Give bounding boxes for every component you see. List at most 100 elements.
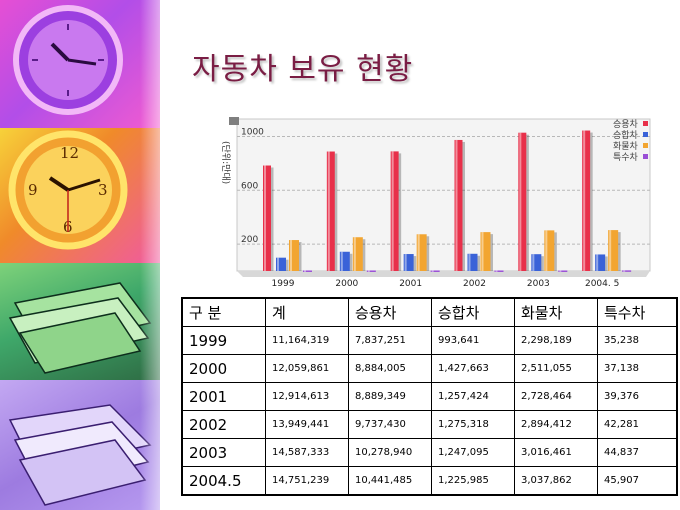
table-header-row: 구 분 계 승용차 승합차 화물차 특수차	[181, 297, 678, 327]
bar-highlight	[277, 257, 279, 271]
x-tick-label: 1999	[272, 279, 295, 289]
table-cell: 14,751,239	[265, 466, 349, 496]
bar-shade	[426, 236, 430, 271]
x-tick-label: 2003	[527, 279, 550, 289]
table-cell: 1,225,985	[431, 466, 515, 496]
table-row: 2003 14,587,333 10,278,940 1,247,095 3,016,4…	[181, 438, 678, 467]
table-cell: 1,427,663	[431, 354, 515, 383]
bar-shade	[334, 153, 338, 271]
bar-3	[366, 270, 376, 272]
svg-text:3: 3	[98, 181, 108, 199]
bar-shade	[286, 259, 289, 271]
chart-corner-marker	[229, 117, 239, 125]
legend-label: 승용차	[613, 118, 639, 130]
table-cell: 12,059,861	[265, 354, 349, 383]
legend-swatch	[643, 132, 648, 137]
bar-highlight	[455, 139, 458, 271]
clock-image-orange: 123 69	[0, 128, 160, 263]
header-total: 계	[265, 297, 349, 327]
row-year-cell: 2000	[181, 354, 266, 383]
bar-1	[531, 254, 542, 271]
bar-highlight	[327, 151, 330, 271]
bar-highlight	[596, 254, 599, 271]
bar-0	[454, 139, 463, 271]
bar-highlight	[559, 270, 562, 272]
bar-2	[352, 237, 363, 271]
header-category: 구 분	[181, 297, 266, 327]
table-row: 2004.5 14,751,239 10,441,485 1,225,985 3,037…	[181, 466, 678, 496]
table-cell: 2,894,412	[514, 410, 598, 439]
bar-highlight	[417, 234, 420, 271]
bar-3	[430, 270, 440, 272]
bar-0	[326, 151, 335, 271]
row-year-cell: 1999	[181, 326, 266, 355]
table-cell: 1,247,095	[431, 438, 515, 467]
bar-1	[276, 257, 286, 271]
legend-swatch	[643, 154, 648, 159]
legend-label: 화물차	[613, 140, 639, 152]
bar-shade	[554, 232, 557, 271]
paper-stack-icon	[8, 404, 152, 506]
plot-floor	[237, 271, 650, 277]
bar-3	[558, 270, 568, 272]
bar-shade	[271, 167, 274, 271]
table-cell: 1,257,424	[431, 382, 515, 411]
x-tick-label: 2004. 5	[585, 279, 619, 289]
header-van: 승합차	[431, 297, 515, 327]
row-year-cell: 2003	[181, 438, 266, 467]
legend-swatch	[643, 121, 648, 126]
paper-stack-image-green	[0, 263, 160, 380]
table-cell: 44,837	[597, 438, 678, 467]
x-tick-label: 2001	[399, 279, 422, 289]
bar-shade	[590, 132, 593, 271]
svg-text:9: 9	[28, 181, 38, 199]
bar-2	[544, 230, 555, 271]
table-cell: 42,281	[597, 410, 678, 439]
bar-chart: 200 600 1000 (단위:만대) 1999 2000 2001 2002 2003 200…	[220, 117, 651, 289]
bar-shade	[413, 256, 417, 271]
bar-1	[403, 254, 414, 271]
bar-shade	[526, 134, 529, 271]
table-cell: 13,949,441	[265, 410, 349, 439]
table-row: 1999 11,164,319 7,837,251 993,641 2,298,189 3…	[181, 326, 678, 355]
table-cell: 9,737,430	[348, 410, 432, 439]
bar-highlight	[468, 253, 471, 271]
bar-shade	[462, 141, 465, 271]
bar-1	[339, 251, 350, 271]
table-cell: 14,587,333	[265, 438, 349, 467]
bar-highlight	[481, 232, 484, 271]
table-cell: 1,275,318	[431, 410, 515, 439]
bar-2	[416, 234, 427, 271]
bar-highlight	[532, 254, 535, 271]
table-cell: 8,889,349	[348, 382, 432, 411]
x-tick-label: 2000	[335, 279, 358, 289]
bar-shade	[541, 256, 544, 271]
table-cell: 45,907	[597, 466, 678, 496]
bar-highlight	[290, 240, 292, 271]
legend-swatch	[643, 143, 648, 148]
bar-3	[303, 270, 312, 272]
paper-stack-icon	[8, 282, 152, 374]
bar-highlight	[519, 132, 522, 271]
data-table: 구 분 계 승용차 승합차 화물차 특수차 1999 11,164,319 7,83…	[181, 297, 678, 496]
bar-0	[390, 151, 399, 271]
bar-3	[622, 270, 632, 272]
bar-highlight	[545, 230, 548, 271]
bar-shade	[477, 255, 480, 271]
svg-text:12: 12	[60, 144, 79, 162]
table-cell: 8,884,005	[348, 354, 432, 383]
table-cell: 35,238	[597, 326, 678, 355]
bar-shade	[349, 253, 353, 271]
table-cell: 11,164,319	[265, 326, 349, 355]
legend-label: 승합차	[613, 129, 639, 141]
x-tick-label: 2002	[463, 279, 486, 289]
legend-label: 특수차	[613, 151, 639, 163]
clock-icon	[13, 5, 123, 115]
bar-highlight	[609, 230, 612, 271]
row-year-cell: 2002	[181, 410, 266, 439]
table-row: 2001 12,914,613 8,889,349 1,257,424 2,728,46…	[181, 382, 678, 411]
bar-2	[289, 240, 299, 271]
table-cell: 37,138	[597, 354, 678, 383]
bar-1	[467, 253, 478, 271]
bar-0	[518, 132, 527, 271]
